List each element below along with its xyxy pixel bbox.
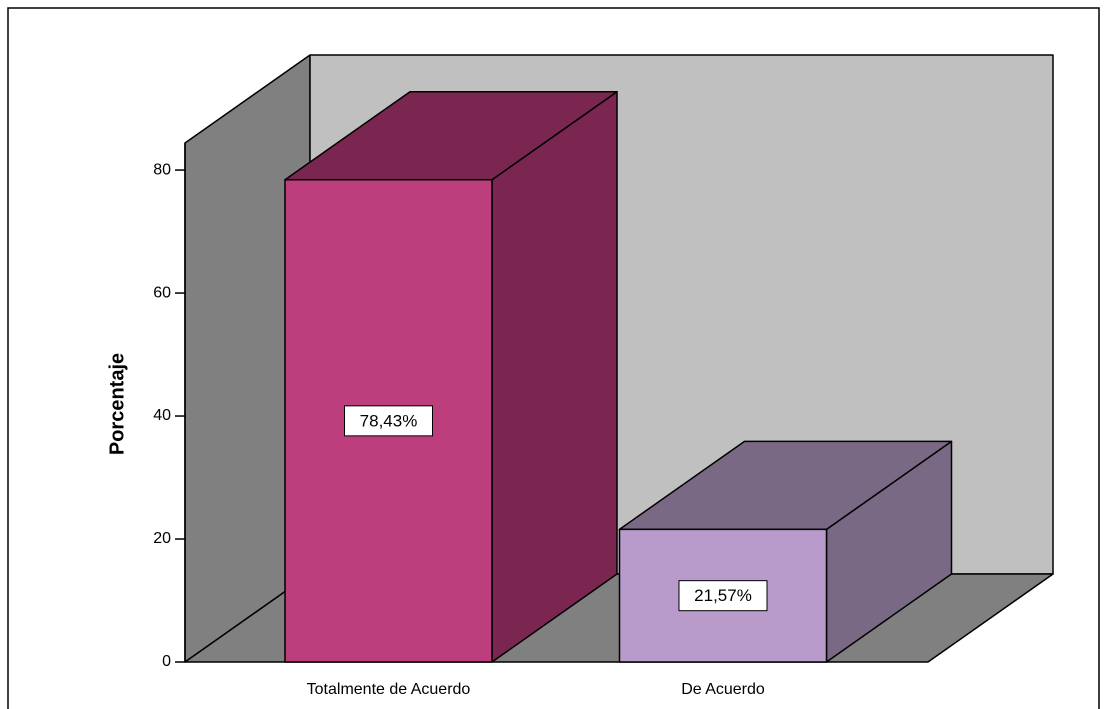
bar-side — [491, 90, 618, 663]
y-tick-label: 80 — [153, 161, 171, 178]
x-tick-label: De Acuerdo — [681, 681, 765, 698]
y-tick-label: 60 — [153, 284, 171, 301]
y-axis-label: Porcentaje — [106, 353, 128, 455]
value-label: 78,43% — [360, 411, 418, 430]
y-tick-label: 40 — [153, 407, 171, 424]
y-tick-label: 0 — [162, 653, 171, 670]
x-tick-label: Totalmente de Acuerdo — [307, 681, 471, 698]
value-label-box — [678, 580, 768, 612]
value-label: 21,57% — [694, 586, 752, 605]
value-label-box — [344, 405, 433, 437]
y-tick-label: 20 — [153, 530, 171, 547]
bar — [618, 528, 828, 663]
